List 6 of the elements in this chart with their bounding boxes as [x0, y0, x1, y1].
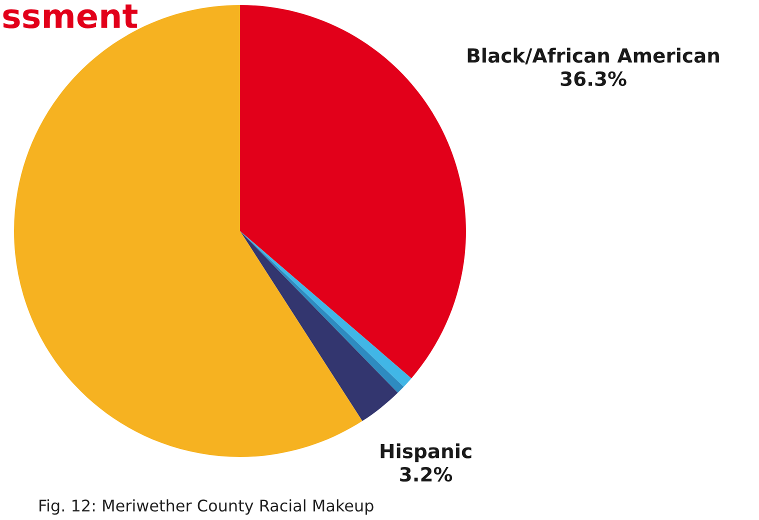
slice-label: Hispanic	[380, 443, 472, 462]
chart-title: ssment	[3, 4, 138, 28]
data-label: 3.2%	[400, 466, 452, 482]
caption: Fig. 12: Meriwether County Racial Makeup	[40, 499, 374, 515]
slice-label: Black/African American	[468, 48, 719, 64]
data-label: 36.3%	[560, 71, 626, 86]
